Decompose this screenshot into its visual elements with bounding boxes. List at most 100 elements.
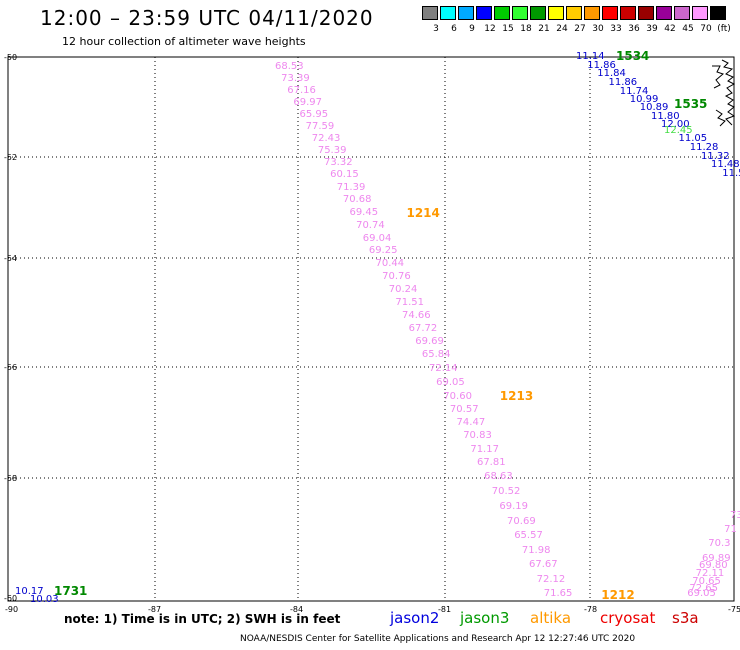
scale-label: 39 <box>646 24 658 34</box>
map-frame <box>7 56 735 602</box>
scale-label: 21 <box>538 24 550 34</box>
swh-value: 65.95 <box>299 109 328 120</box>
lat-label: -56 <box>4 363 17 372</box>
swh-value: 11.14 <box>576 51 605 62</box>
swh-value: 74.47 <box>457 417 486 428</box>
swh-value: 70.74 <box>356 220 385 231</box>
scale-swatch <box>656 6 672 20</box>
scale-swatch <box>692 6 708 20</box>
swh-value: 70.57 <box>450 404 479 415</box>
scale-swatch <box>458 6 474 20</box>
swh-value: 70.24 <box>389 284 418 295</box>
swh-value: 67.81 <box>477 457 506 468</box>
satellite-label: altika <box>530 609 572 627</box>
swh-value: 65.57 <box>514 530 543 541</box>
scale-swatch <box>476 6 492 20</box>
swh-value: 73 <box>730 510 740 521</box>
lat-label: -50 <box>4 53 17 62</box>
axis-labels: -87 -84 -81 -78 -75 -90 -50 -52 -54 -56 -58 -60 <box>4 53 740 614</box>
swh-value: 72.11 <box>696 568 725 579</box>
scale-swatch <box>548 6 564 20</box>
coastline-path <box>721 59 736 126</box>
lon-label: -87 <box>148 605 161 614</box>
swh-value: 69.80 <box>699 560 728 571</box>
swh-value: 11.28 <box>690 142 719 153</box>
graticule-grid <box>8 57 734 601</box>
swh-value: 72.14 <box>429 363 458 374</box>
swh-value: 60.15 <box>330 169 359 180</box>
swh-value: 68.63 <box>484 471 513 482</box>
pass-time-label: 1214 <box>406 206 439 220</box>
pass-time-label: 1535 <box>674 97 707 111</box>
scale-swatch <box>530 6 546 20</box>
swh-value: 11.80 <box>651 111 680 122</box>
scale-swatch <box>602 6 618 20</box>
swh-value: 75.39 <box>318 145 347 156</box>
scale-label: 30 <box>592 24 604 34</box>
satellite-label: s3a <box>672 609 699 627</box>
pass-time-label: 1212 <box>601 588 634 602</box>
scale-label: 33 <box>610 24 622 34</box>
swh-value: 69.04 <box>363 233 392 244</box>
swh-value: 73.32 <box>324 157 353 168</box>
swh-value: 71 <box>724 524 737 535</box>
note-text: note: 1) Time is in UTC; 2) SWH is in fe… <box>64 612 341 626</box>
scale-swatch <box>494 6 510 20</box>
swh-value: 70.68 <box>343 194 372 205</box>
swh-value: 10.99 <box>630 94 659 105</box>
swh-value: 11.86 <box>587 60 616 71</box>
pass-time-label: 1213 <box>500 389 533 403</box>
swh-value: 10.17 <box>15 586 44 597</box>
swh-value: 68.53 <box>275 61 304 72</box>
scale-label: 6 <box>451 24 457 34</box>
lat-label: -60 <box>4 594 17 603</box>
swh-value: 67.16 <box>287 85 316 96</box>
swh-value: 72.43 <box>312 133 341 144</box>
scale-label: 45 <box>682 24 694 34</box>
swh-value: 73.39 <box>281 73 310 84</box>
swh-value: 70.69 <box>507 516 536 527</box>
swh-value: 67.72 <box>409 323 438 334</box>
scale-swatch <box>638 6 654 20</box>
scale-label: 15 <box>502 24 514 34</box>
lon-label: -75 <box>728 605 740 614</box>
swh-value: 70.3 <box>708 538 730 549</box>
swh-value: 70.76 <box>382 271 411 282</box>
swh-value: 65.84 <box>422 349 451 360</box>
swh-value: 70.44 <box>375 258 404 269</box>
scale-label: 18 <box>520 24 532 34</box>
swh-value: 74.66 <box>402 310 431 321</box>
scale-swatch <box>584 6 600 20</box>
scale-swatch <box>566 6 582 20</box>
scale-swatch <box>710 6 726 20</box>
swh-value: 11.74 <box>620 86 649 97</box>
swh-value: 71.17 <box>470 444 499 455</box>
scale-label: 70 <box>700 24 712 34</box>
scale-label: 3 <box>433 24 439 34</box>
scale-swatch <box>422 6 438 20</box>
coastline-path <box>712 65 724 89</box>
swh-value: 70.83 <box>463 430 492 441</box>
swh-value: 71.51 <box>395 297 424 308</box>
scale-label: 9 <box>469 24 475 34</box>
pass-time-label: 1534 <box>616 49 649 63</box>
scale-label: (ft) <box>717 24 731 34</box>
lon-label: -81 <box>438 605 451 614</box>
credit-line: NOAA/NESDIS Center for Satellite Applica… <box>240 634 636 644</box>
swh-value: 11.84 <box>597 68 626 79</box>
swh-value: 77.59 <box>306 121 335 132</box>
swh-value: 69.45 <box>349 207 378 218</box>
swh-value: 70.52 <box>492 486 521 497</box>
coastline-path <box>715 109 726 127</box>
altimeter-tracks: 68.5373.3967.1669.9765.9577.5972.4375.39… <box>15 49 740 605</box>
swh-value: 71.98 <box>522 545 551 556</box>
swh-value: 70.60 <box>443 391 472 402</box>
lon-label: -84 <box>290 605 303 614</box>
swh-value: 11.32 <box>701 151 730 162</box>
chart-title: 12:00 – 23:59 UTC 04/11/2020 <box>40 6 374 30</box>
scale-label: 12 <box>484 24 496 34</box>
swh-value: 69.05 <box>436 377 465 388</box>
swh-value: 10.03 <box>30 594 59 605</box>
swh-value: 11.86 <box>609 77 638 88</box>
